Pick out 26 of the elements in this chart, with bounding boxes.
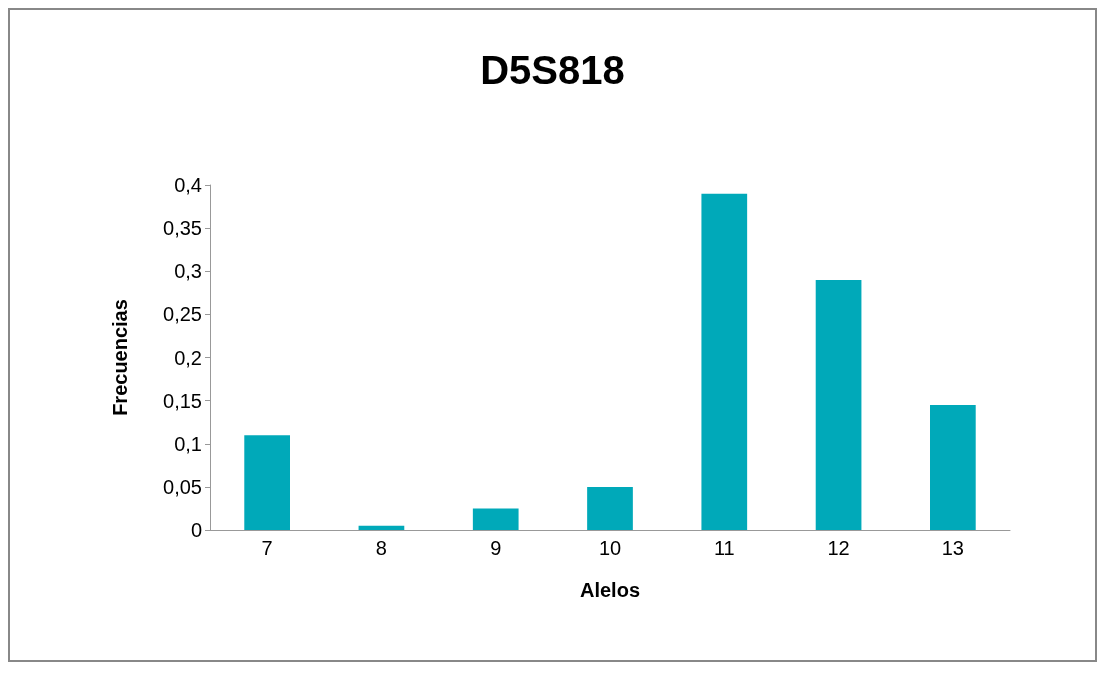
x-tick-label: 8 — [375, 537, 387, 559]
y-tick-label: 0,05 — [163, 475, 202, 498]
y-tick-label: 0 — [190, 519, 202, 541]
y-tick-label: 0,15 — [163, 389, 202, 412]
y-tick-label: 0,1 — [174, 432, 202, 455]
bar — [815, 279, 862, 530]
y-tick-label: 0,4 — [174, 174, 202, 196]
bar — [244, 435, 290, 530]
x-tick-label: 9 — [490, 537, 502, 559]
x-tick-label: 10 — [598, 537, 622, 559]
bar — [358, 525, 405, 530]
x-tick-label: 12 — [827, 537, 850, 559]
bar — [587, 486, 633, 530]
y-tick-label: 0,3 — [174, 260, 202, 283]
x-axis-title: Alelos — [579, 579, 641, 601]
y-tick-label: 0,25 — [163, 303, 202, 326]
y-axis-title: Frecuencias — [109, 299, 131, 416]
bar — [930, 404, 976, 530]
y-tick-label: 0,35 — [163, 217, 202, 240]
y-tick-label: 0,2 — [174, 346, 202, 369]
bar — [701, 193, 748, 530]
x-tick-label: 13 — [941, 537, 964, 559]
x-tick-label: 11 — [713, 537, 735, 559]
bar — [472, 508, 519, 530]
x-tick-label: 7 — [261, 537, 273, 559]
chart-title: D5S818 — [480, 48, 625, 92]
